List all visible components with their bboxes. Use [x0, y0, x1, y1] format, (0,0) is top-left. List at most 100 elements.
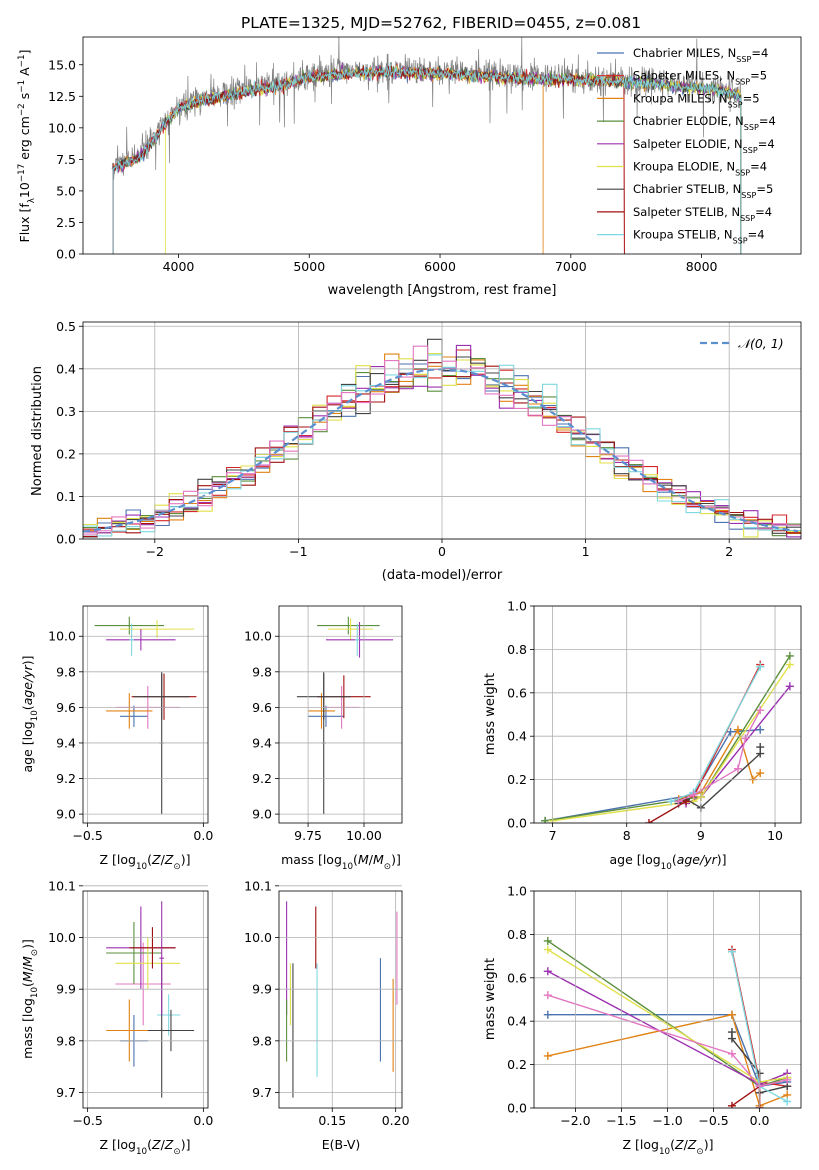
- spectrum-model-line: [112, 65, 625, 254]
- weight-age-marker: [756, 769, 765, 778]
- y-tick-label: 0.0: [56, 247, 76, 262]
- y-tick-label: 0.3: [56, 404, 76, 419]
- legend-entry: Salpeter MILES, NSSP=5: [633, 69, 767, 87]
- weight-age-marker: [756, 662, 765, 671]
- y-tick-label: 0.2: [56, 446, 76, 461]
- y-tick-label: 0.4: [507, 729, 527, 744]
- x-tick-label: 7000: [555, 259, 587, 274]
- y-tick-label: 0.6: [507, 685, 527, 700]
- y-tick-label: 0.0: [507, 816, 527, 831]
- weight-Z-marker: [543, 967, 552, 976]
- spectrum-legend: Chabrier MILES, NSSP=4 Salpeter MILES, NS…: [597, 46, 776, 245]
- errorbar-point: [115, 942, 171, 1026]
- x-tick-label: 8000: [686, 259, 718, 274]
- axes-frame: [82, 605, 209, 824]
- weight-age-marker: [733, 764, 742, 773]
- y-axis-label: mass [log10(M/M⊙)]: [20, 939, 40, 1059]
- y-tick-label: 9.2: [252, 771, 272, 786]
- y-tick-label: 10.0: [48, 930, 76, 945]
- weight-age-line: [678, 709, 761, 802]
- legend-entry: Salpeter STELIB, NSSP=4: [633, 205, 772, 223]
- plot-area: [94, 616, 197, 815]
- y-tick-label: 9.7: [56, 1085, 76, 1100]
- y-tick-label: 9.4: [56, 735, 76, 750]
- weight-Z-marker: [783, 1075, 792, 1084]
- y-tick-label: 9.6: [56, 700, 76, 715]
- x-axis-label: Z [log10(Z/Z⊙)]: [100, 852, 191, 872]
- axes-age-vs-Z: −0.5 0.0 9.0 9.2 9.4 9.6 9.8 10.0 Z [log10(Z/Z⊙)…: [20, 605, 213, 872]
- y-axis-label: age [log10(age/yr)]: [20, 655, 40, 772]
- x-tick-label: −0.5: [72, 828, 102, 843]
- axes-frame: [533, 605, 802, 824]
- x-tick-label: 8: [623, 828, 631, 843]
- x-axis-label: wavelength [Angstrom, rest frame]: [328, 283, 557, 298]
- spectrum-model-line: [112, 63, 742, 254]
- y-tick-label: 0.8: [507, 642, 527, 657]
- legend-entry: Chabrier STELIB, NSSP=5: [633, 182, 773, 200]
- y-tick-label: 9.0: [252, 807, 272, 822]
- errorbar-point: [308, 693, 335, 729]
- weight-Z-line: [547, 994, 788, 1088]
- y-axis-label: mass weight: [483, 673, 498, 755]
- y-axis-label: Flux [fλ10−17 erg cm−2 s−1 A−1]: [17, 50, 37, 243]
- plot-area: [296, 616, 394, 815]
- weight-age-marker: [756, 725, 765, 734]
- y-tick-label: 9.8: [56, 664, 76, 679]
- errorbar-point: [106, 999, 153, 1062]
- x-tick-label: 0.0: [193, 1113, 213, 1128]
- weight-Z-marker: [727, 1010, 736, 1019]
- errorbar-point: [129, 623, 134, 656]
- y-tick-label: 9.0: [56, 807, 76, 822]
- errorbar-point: [157, 994, 181, 1036]
- y-tick-label: 10.1: [48, 878, 76, 893]
- plot-area: [286, 901, 398, 1098]
- y-tick-label: 0.4: [507, 1014, 527, 1029]
- weight-Z-marker: [727, 947, 736, 956]
- axes-frame: [82, 890, 209, 1109]
- x-tick-label: 0.15: [318, 1113, 346, 1128]
- histogram-legend: 𝒩(0, 1): [700, 336, 784, 351]
- x-tick-label: 9: [697, 828, 705, 843]
- axes-age-vs-mass: 9.75 10.00 9.0 9.2 9.4 9.6 9.8 10.0 mass [log10(…: [244, 605, 403, 872]
- weight-age-marker: [741, 734, 750, 743]
- weight-age-marker: [689, 790, 698, 799]
- x-axis-label: mass [log10(M/M⊙)]: [281, 852, 401, 872]
- y-tick-label: 7.5: [56, 152, 76, 167]
- x-tick-label: 10: [767, 828, 783, 843]
- x-tick-label: 0.0: [750, 1113, 770, 1128]
- weight-age-marker: [733, 725, 742, 734]
- weight-Z-marker: [727, 1034, 736, 1043]
- y-tick-label: 9.9: [56, 982, 76, 997]
- weight-age-marker: [785, 682, 794, 691]
- x-tick-label: 0: [438, 544, 446, 559]
- errorbar-point: [94, 616, 165, 635]
- plot-area: [111, 37, 742, 254]
- axes-frame: [278, 890, 403, 1109]
- y-tick-label: 0.2: [507, 1057, 527, 1072]
- x-axis-label: Z [log10(Z/Z⊙)]: [623, 1137, 714, 1157]
- y-tick-label: 0.0: [507, 1101, 527, 1116]
- weight-age-marker: [726, 727, 735, 736]
- axes-mass-vs-Z: −0.5 0.0 9.7 9.8 9.9 10.0 10.1 Z [log10(Z/Z⊙)] m…: [20, 878, 213, 1157]
- axes-residuals: −2 −1 0 1 2 0.0 0.1 0.2 0.3 0.4 0.5 𝒩(0, 1) (data-mo…: [30, 319, 802, 583]
- errorbar-point: [106, 693, 153, 729]
- axes-frame: [278, 605, 403, 824]
- weight-age-marker: [785, 660, 794, 669]
- x-tick-label: −1.0: [652, 1113, 682, 1128]
- legend-entry: Chabrier MILES, NSSP=4: [633, 46, 768, 64]
- weight-Z-line: [547, 1013, 788, 1107]
- weight-Z-marker: [543, 936, 552, 945]
- errorbar-point: [115, 937, 181, 990]
- legend-entry: Kroupa ELODIE, NSSP=4: [633, 160, 767, 178]
- x-tick-label: 10.00: [346, 828, 382, 843]
- weight-age-line: [552, 664, 791, 822]
- axes-weight-vs-age: 7 8 9 10 0.0 0.2 0.4 0.6 0.8 1.0 age [log10(age/yr…: [483, 599, 802, 872]
- y-tick-label: 9.8: [252, 1033, 272, 1048]
- y-tick-label: 9.7: [252, 1085, 272, 1100]
- weight-Z-marker: [727, 1049, 736, 1058]
- y-tick-label: 10.0: [244, 629, 272, 644]
- weight-Z-marker: [783, 1097, 792, 1106]
- errorbar-point: [106, 629, 176, 651]
- axes-mass-vs-ebv: 0.15 0.20 9.7 9.8 9.9 10.0 10.1 E(B-V): [244, 878, 409, 1152]
- x-axis-label: Z [log10(Z/Z⊙)]: [100, 1137, 191, 1157]
